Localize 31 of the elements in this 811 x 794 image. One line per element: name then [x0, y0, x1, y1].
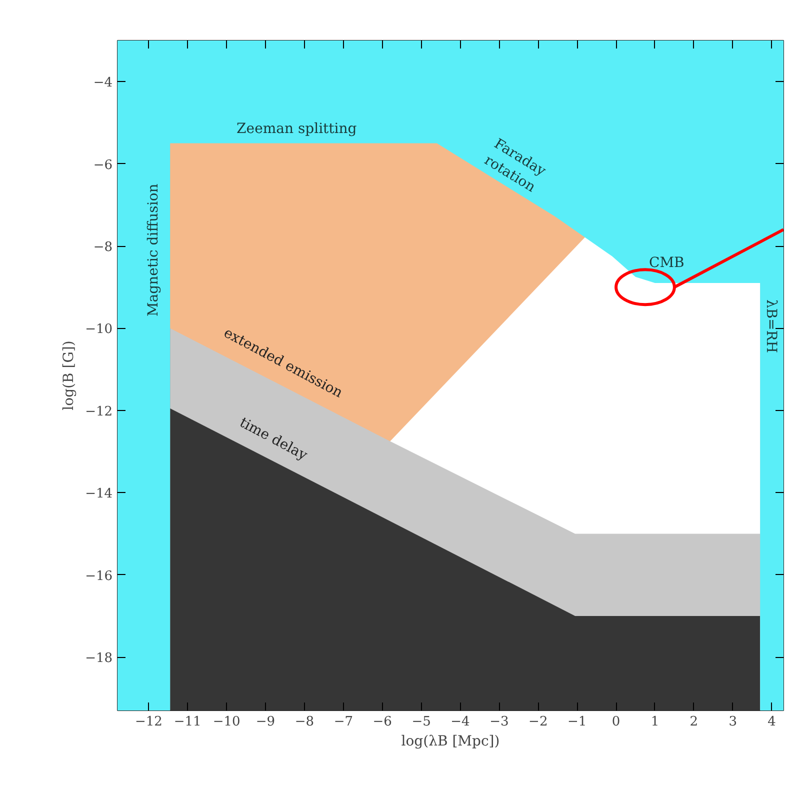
x-tick-label: −2 — [528, 714, 548, 730]
y-axis-title: log(B [G]) — [61, 340, 78, 410]
annotation: Magnetic diffusion — [146, 184, 162, 317]
x-tick-label: 0 — [612, 714, 620, 730]
x-tick-label: −1 — [567, 714, 587, 730]
x-tick-label: 2 — [690, 714, 698, 730]
y-tick-label: −8 — [93, 240, 113, 256]
x-tick-label: −11 — [174, 714, 202, 730]
y-tick-label: −16 — [85, 568, 113, 584]
x-tick-label: −7 — [334, 714, 353, 730]
y-tick-label: −4 — [93, 76, 113, 91]
x-tick-label: −10 — [212, 714, 240, 730]
x-axis-title: log(λB [Mpc]) — [401, 734, 500, 750]
x-tick-label: 3 — [728, 714, 738, 730]
x-tick-label: −3 — [490, 714, 509, 730]
y-tick-label: −6 — [93, 158, 113, 173]
x-tick-label: −4 — [450, 714, 470, 730]
x-tick-label: −5 — [412, 714, 431, 730]
y-tick-label: −14 — [85, 486, 113, 502]
x-tick-label: 1 — [650, 714, 660, 730]
x-tick-label: −8 — [294, 714, 314, 730]
x-tick-label: −9 — [256, 714, 276, 730]
x-tick-label: −12 — [134, 714, 162, 730]
y-tick-label: −18 — [85, 651, 113, 666]
y-tick-label: −12 — [85, 404, 113, 420]
annotation: Zeeman splitting — [236, 120, 357, 137]
annotation: CMB — [648, 255, 684, 272]
x-tick-label: 4 — [768, 714, 776, 730]
annotation: λB=RH — [763, 299, 780, 354]
y-tick-label: −10 — [85, 322, 113, 338]
x-tick-label: −6 — [372, 714, 392, 730]
